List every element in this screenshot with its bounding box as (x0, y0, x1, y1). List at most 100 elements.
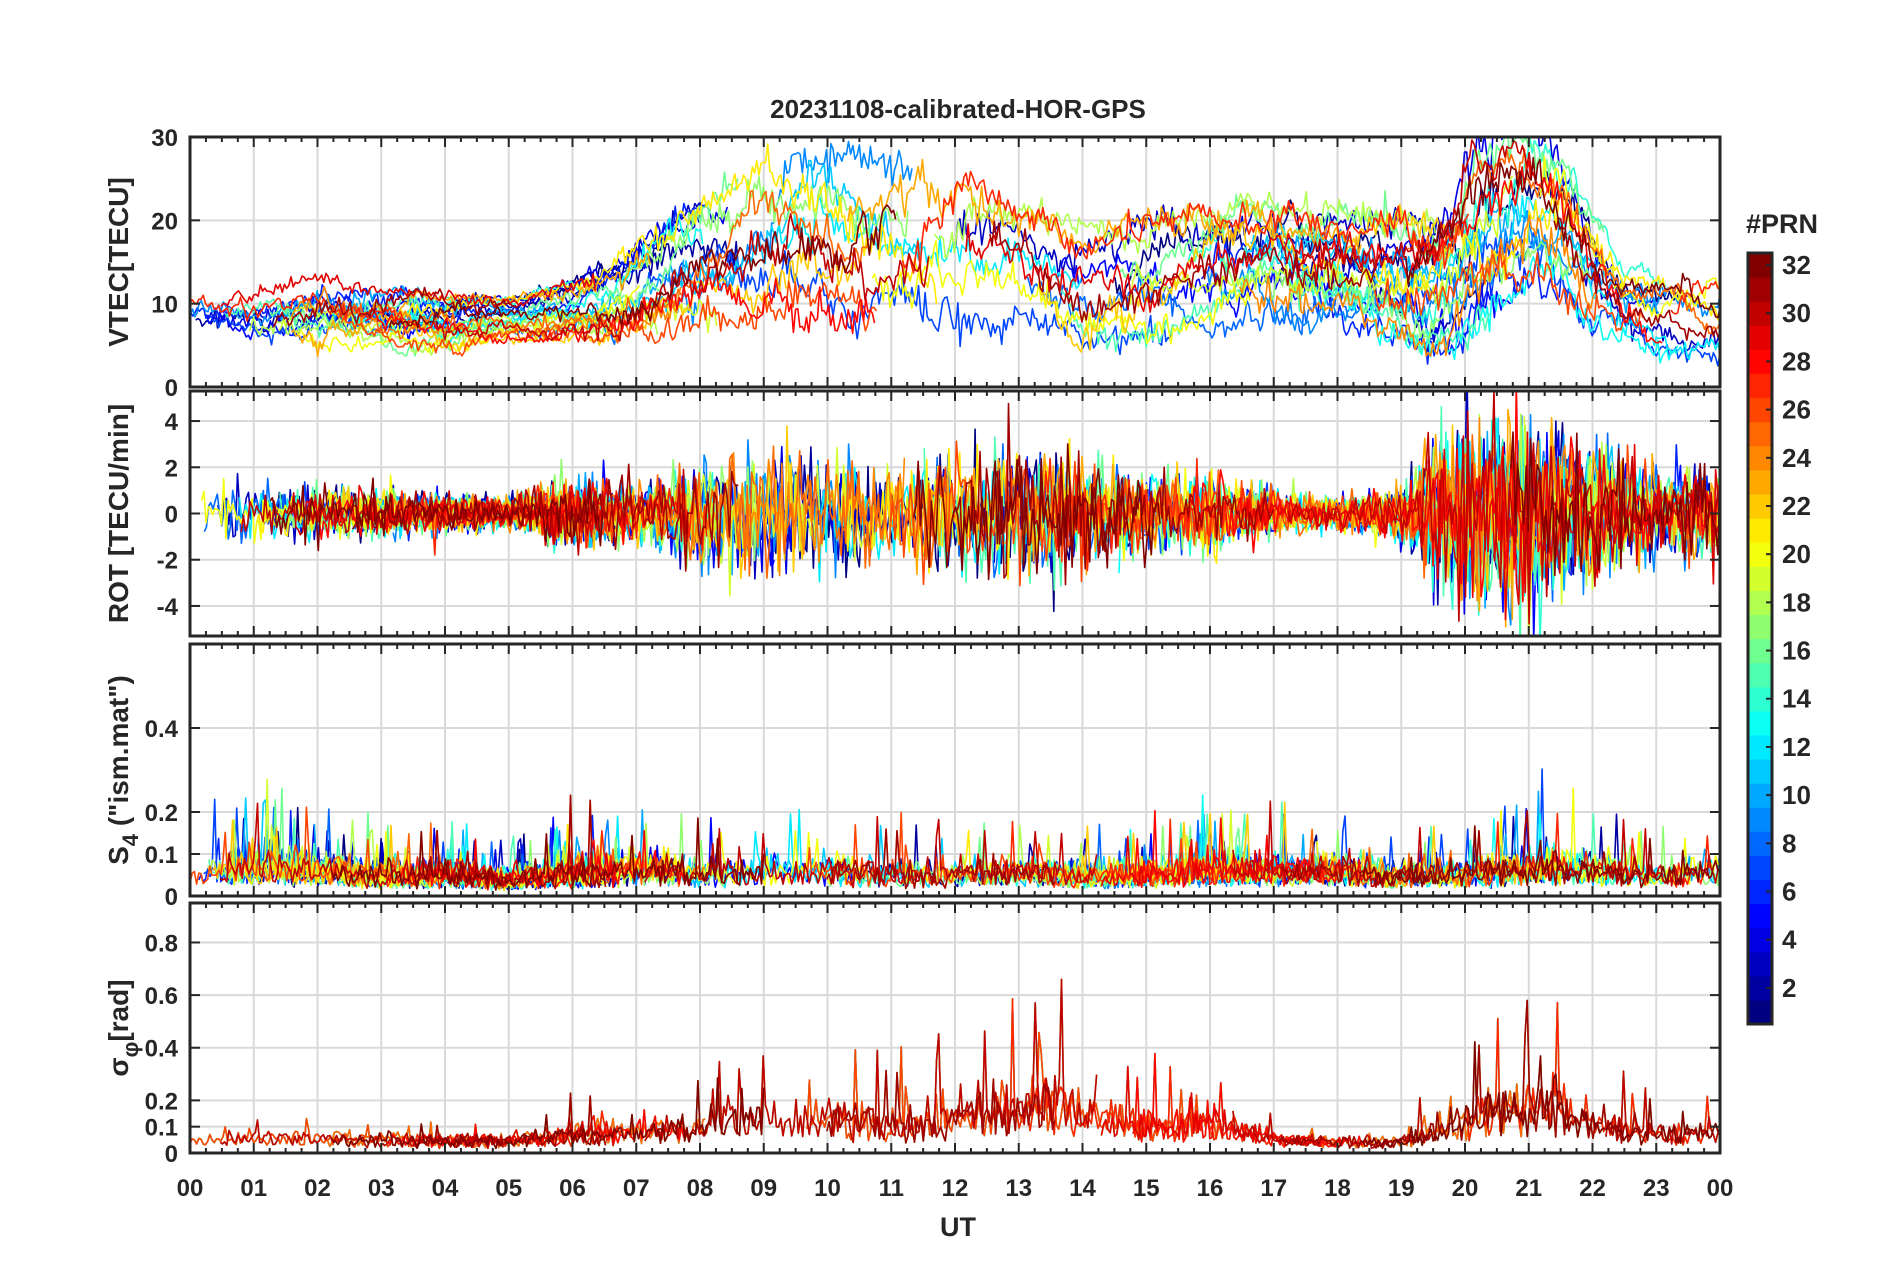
y-tick-label: 2 (165, 455, 178, 482)
y-tick-label: 10 (151, 292, 178, 319)
colorbar-tick-label: 12 (1782, 732, 1811, 762)
panel-s4: 00.10.20.4S4 ("ism.mat") (103, 642, 1722, 911)
y-axis-label: VTEC[TECU] (103, 177, 134, 347)
series-line-prn-31 (989, 220, 1377, 323)
x-tick-label: 17 (1260, 1175, 1287, 1202)
x-tick-label: 14 (1069, 1175, 1096, 1202)
colorbar-segment (1748, 807, 1772, 832)
series-line-prn-20 (295, 284, 641, 354)
series-line-prn-31 (1553, 217, 1720, 341)
colorbar-tick-label: 18 (1782, 587, 1811, 617)
panel-frame (188, 642, 1722, 898)
y-tick-label: -2 (157, 548, 178, 575)
x-tick-label: 00 (1707, 1175, 1734, 1202)
series-line-prn-3 (954, 204, 1438, 278)
colorbar-tick-label: 2 (1782, 973, 1796, 1003)
series-line-prn-30 (1287, 391, 1720, 625)
series-group (200, 391, 1720, 636)
panel-frame (188, 135, 1722, 389)
colorbar-tick-label: 20 (1782, 539, 1811, 569)
y-tick-label: 4 (165, 409, 179, 436)
y-axis-label: S4 ("ism.mat") (103, 675, 143, 865)
series-line-prn-31 (826, 1069, 1056, 1144)
series-line-prn-30 (644, 978, 1098, 1144)
x-tick-label: 07 (623, 1175, 650, 1202)
series-line-prn-28 (1132, 809, 1369, 889)
y-axis-label-sub: 4 (118, 833, 143, 846)
series-line-prn-32 (388, 204, 897, 329)
colorbar-segment (1748, 566, 1772, 591)
x-tick-label: 15 (1133, 1175, 1160, 1202)
x-tick-label: 00 (177, 1175, 204, 1202)
series-line-prn-32 (1403, 156, 1720, 319)
colorbar-tick-label: 14 (1782, 684, 1811, 714)
x-tick-label: 08 (687, 1175, 714, 1202)
colorbar-tick-label: 4 (1782, 925, 1797, 955)
y-axis-label-rest: ("ism.mat") (103, 675, 134, 834)
series-line-prn-23 (291, 250, 651, 358)
colorbar-tick-label: 24 (1782, 443, 1811, 473)
x-tick-label: 01 (240, 1175, 267, 1202)
series-group (190, 137, 1720, 367)
x-tick-label: 10 (814, 1175, 841, 1202)
x-tick-label: 04 (432, 1175, 459, 1202)
colorbar-segment (1748, 951, 1772, 977)
panel-rot: -4 -2 0 2 4 ROT [TECU/min] (103, 389, 1722, 638)
panel-sigma-phi: 00.10.20.40.60.8σφ[rad] (103, 901, 1722, 1168)
x-tick-label: 02 (304, 1175, 331, 1202)
series-line-prn-32 (1510, 431, 1720, 577)
y-tick-label: -4 (157, 594, 179, 621)
series-line-prn-30 (1283, 139, 1535, 279)
series-line-prn-32 (330, 817, 765, 891)
y-tick-label: 0 (165, 375, 178, 402)
y-axis-label-main: σ (103, 1057, 134, 1076)
figure-title: 20231108-calibrated-HOR-GPS (770, 94, 1146, 124)
colorbar-segment (1748, 903, 1772, 929)
colorbar-tick-label: 28 (1782, 346, 1811, 376)
series-line-prn-31 (1278, 999, 1640, 1149)
colorbar-segment (1748, 421, 1772, 447)
series-line-prn-17 (1222, 241, 1592, 340)
series-line-prn-26 (1373, 245, 1644, 332)
colorbar-tick-label: 6 (1782, 876, 1796, 906)
series-line-prn-29 (1239, 431, 1720, 621)
series-line-prn-30 (644, 815, 1098, 889)
series-line-prn-27 (901, 170, 1470, 274)
y-tick-label: 0 (165, 502, 178, 529)
series-line-prn-31 (826, 828, 1056, 890)
x-tick-label: 09 (750, 1175, 777, 1202)
y-tick-label: 0.2 (145, 800, 178, 827)
x-tick-label: 20 (1452, 1175, 1479, 1202)
colorbar-segment (1748, 662, 1772, 688)
y-axis-label-rest: [rad] (103, 979, 134, 1041)
y-tick-label: 30 (151, 125, 178, 152)
series-line-prn-13 (1301, 253, 1679, 364)
colorbar-segment (1748, 373, 1772, 399)
series-line-prn-18 (933, 190, 1437, 260)
x-tick-label: 05 (495, 1175, 522, 1202)
series-line-prn-15 (1058, 259, 1491, 354)
x-tick-label: 22 (1579, 1175, 1606, 1202)
colorbar-title: #PRN (1746, 209, 1818, 239)
colorbar-segment (1748, 469, 1772, 495)
y-tick-label: 0.1 (145, 1115, 178, 1142)
series-group (190, 768, 1720, 892)
colorbar-tick-label: 22 (1782, 491, 1811, 521)
series-line-prn-24 (1239, 214, 1596, 357)
series-group (190, 978, 1720, 1150)
colorbar-tick-label: 26 (1782, 395, 1811, 425)
panel-vtec: 0 10 20 30 VTEC[TECU] (103, 125, 1722, 402)
series-line-prn-21 (385, 143, 938, 323)
y-tick-label: 20 (151, 208, 178, 235)
panel-frame (188, 389, 1722, 638)
series-line-prn-28 (1132, 1052, 1369, 1148)
colorbar-segment (1748, 855, 1772, 881)
colorbar-segment (1748, 614, 1772, 640)
panel-frame (188, 901, 1722, 1155)
x-tick-label: 03 (368, 1175, 395, 1202)
series-line-prn-20 (871, 239, 1251, 345)
x-tick-label: 19 (1388, 1175, 1415, 1202)
series-line-prn-29 (220, 272, 596, 308)
